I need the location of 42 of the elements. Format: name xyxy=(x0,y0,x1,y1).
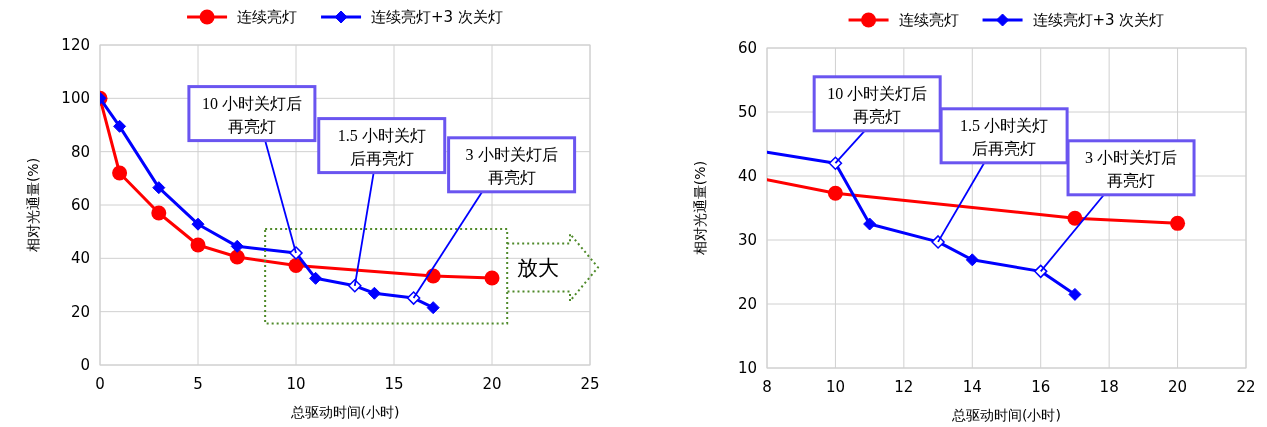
x-tick-label: 12 xyxy=(894,378,914,396)
y-tick-label: 30 xyxy=(737,231,757,249)
y-tick-label: 120 xyxy=(61,36,90,54)
x-axis-title: 总驱动时间(小时) xyxy=(951,407,1061,423)
x-tick-label: 5 xyxy=(193,375,203,393)
annotation: 1.5 小时关灯后再亮灯 xyxy=(337,126,426,167)
x-tick-label: 25 xyxy=(580,375,600,393)
x-tick-label: 20 xyxy=(1168,378,1188,396)
annotation: 3 小时关灯后再亮灯 xyxy=(465,145,558,186)
x-tick-label: 10 xyxy=(825,378,845,396)
x-tick-label: 18 xyxy=(1099,378,1119,396)
y-tick-label: 0 xyxy=(80,356,90,374)
x-tick-label: 15 xyxy=(384,375,404,393)
y-tick-label: 40 xyxy=(70,249,90,268)
legend-label: 连续亮灯 xyxy=(237,8,298,26)
legend-label: 连续亮灯+3 次关灯 xyxy=(371,8,503,26)
y-axis-title: 相对光通量(%) xyxy=(25,157,41,253)
y-tick-label: 10 xyxy=(737,359,757,377)
x-tick-label: 0 xyxy=(95,375,105,393)
y-tick-label: 20 xyxy=(737,295,757,313)
y-tick-label: 50 xyxy=(737,103,757,121)
y-tick-label: 60 xyxy=(737,39,757,57)
y-tick-label: 100 xyxy=(61,89,90,108)
annotation: 1.5 小时关灯后再亮灯 xyxy=(960,116,1049,157)
annotation: 10 小时关灯后再亮灯 xyxy=(827,84,928,125)
x-tick-label: 10 xyxy=(286,375,306,393)
x-tick-label: 8 xyxy=(762,378,772,396)
annotation: 3 小时关灯后再亮灯 xyxy=(1085,148,1178,189)
annotation: 放大 xyxy=(517,256,560,281)
y-tick-label: 40 xyxy=(737,167,757,185)
y-tick-label: 80 xyxy=(70,142,90,161)
x-tick-label: 20 xyxy=(482,375,502,393)
y-tick-label: 60 xyxy=(70,196,90,214)
annotation: 10 小时关灯后再亮灯 xyxy=(201,94,302,135)
x-tick-label: 14 xyxy=(962,378,982,396)
legend-label: 连续亮灯 xyxy=(898,11,959,29)
y-tick-label: 20 xyxy=(70,302,90,321)
legend-label: 连续亮灯+3 次关灯 xyxy=(1032,11,1165,29)
x-axis-title: 总驱动时间(小时) xyxy=(289,404,400,420)
x-tick-label: 22 xyxy=(1236,378,1256,396)
x-tick-label: 16 xyxy=(1031,378,1051,396)
y-axis-title: 相对光通量(%) xyxy=(692,160,708,256)
